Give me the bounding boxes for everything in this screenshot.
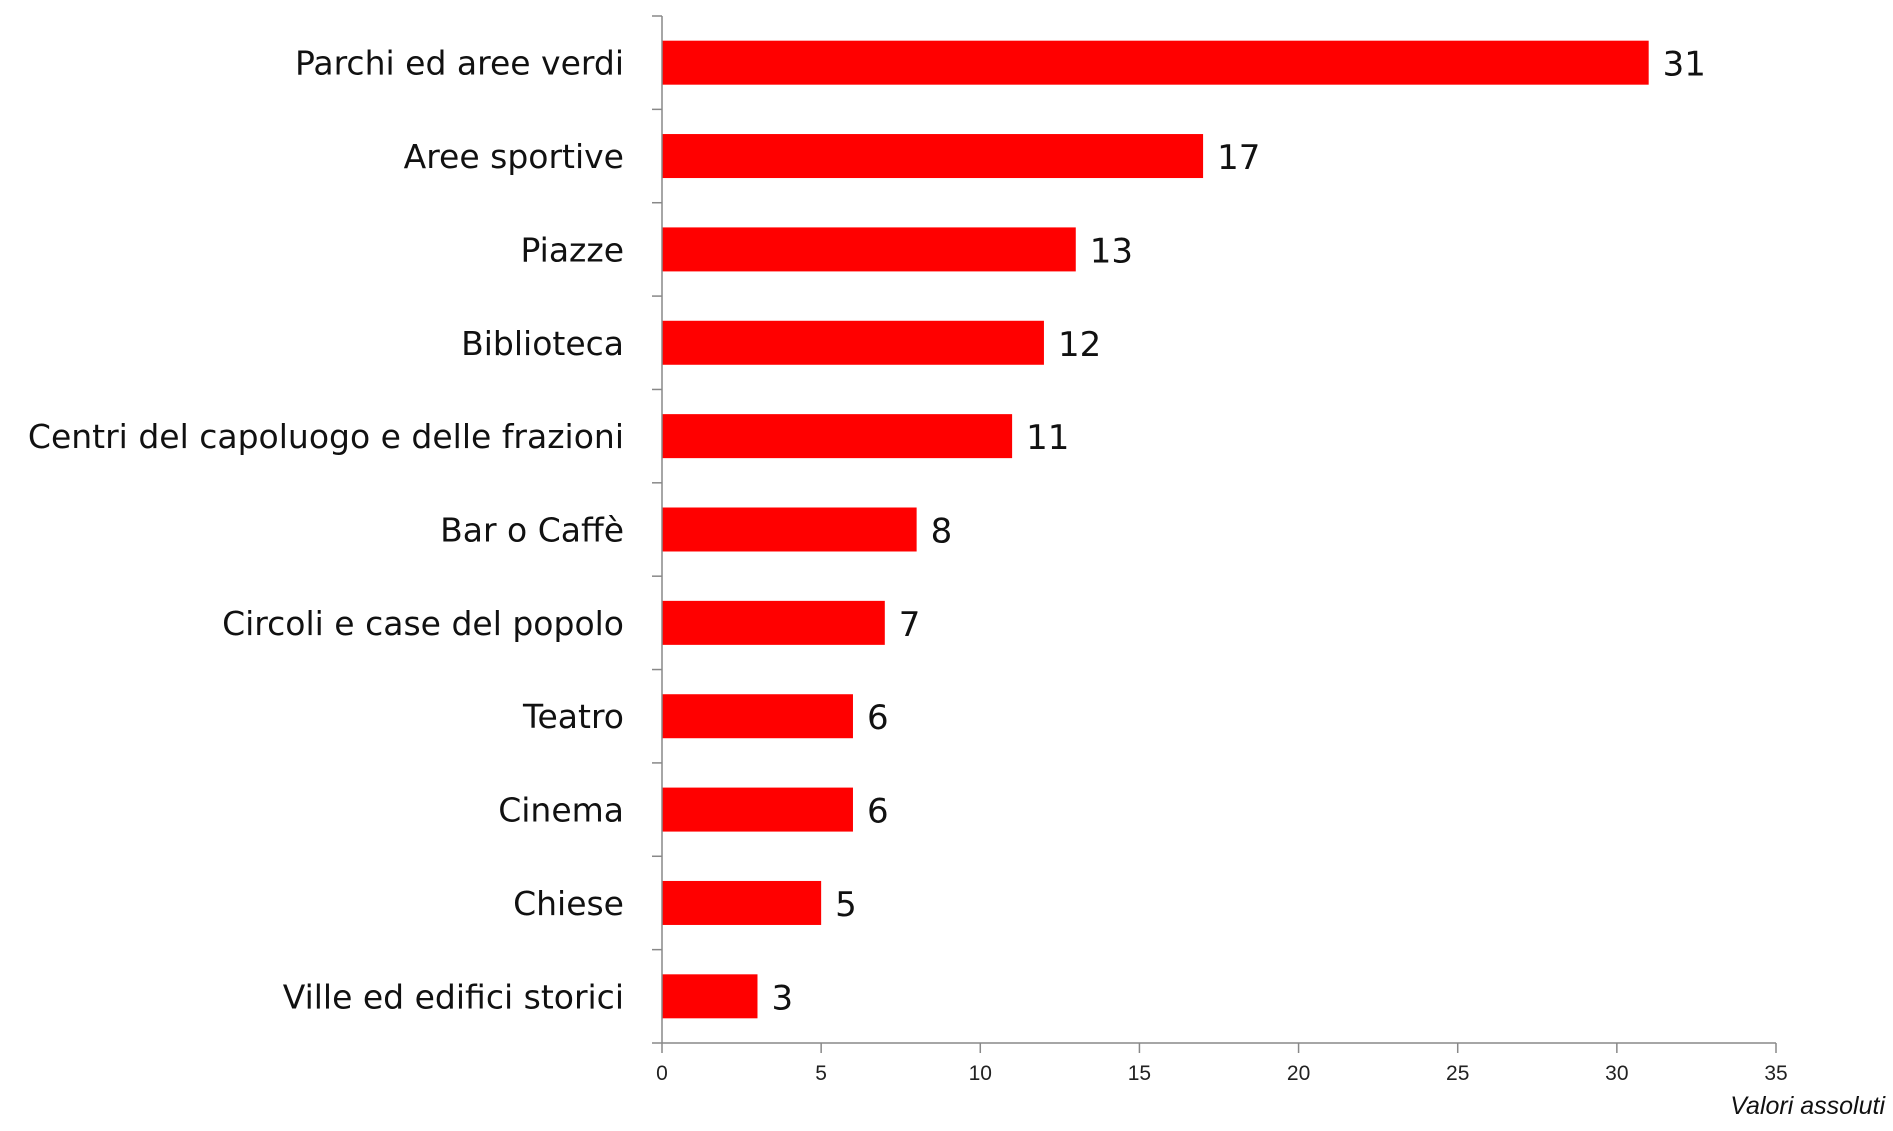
- data-label: 6: [867, 698, 889, 738]
- data-label: 7: [899, 605, 921, 645]
- category-label: Piazze: [520, 230, 624, 269]
- x-tick-label: 35: [1764, 1062, 1787, 1085]
- labels-layer: Parchi ed aree verdi 31 Aree sportive 17 Pia…: [28, 44, 1706, 1019]
- category-label: Centri del capoluogo e delle frazioni: [28, 417, 624, 456]
- x-tick-label: 5: [815, 1062, 827, 1085]
- bar: [662, 880, 822, 925]
- data-label: 3: [771, 978, 793, 1018]
- data-label: 12: [1058, 325, 1101, 365]
- bar: [662, 974, 758, 1019]
- category-label: Bar o Caffè: [440, 511, 624, 550]
- data-label: 6: [867, 792, 889, 832]
- category-label: Ville ed edifici storici: [283, 977, 624, 1016]
- data-label: 8: [931, 512, 953, 552]
- category-label: Parchi ed aree verdi: [295, 44, 624, 83]
- bar: [662, 134, 1204, 179]
- units-note: Valori assoluti: [1730, 1092, 1885, 1120]
- data-label: 17: [1217, 138, 1260, 178]
- bar: [662, 600, 885, 645]
- bars-layer: [662, 40, 1649, 1019]
- x-tick-label: 30: [1605, 1062, 1628, 1085]
- data-label: 13: [1090, 231, 1133, 271]
- axes-layer: 0 5 10 15 20 25 30 35: [652, 15, 1788, 1085]
- bar: [662, 320, 1044, 365]
- bar: [662, 227, 1076, 272]
- x-tick-label: 0: [656, 1062, 668, 1085]
- data-label: 5: [835, 885, 857, 925]
- bar: [662, 507, 917, 552]
- x-tick-label: 10: [969, 1062, 992, 1085]
- category-label: Biblioteca: [461, 324, 624, 363]
- category-label: Teatro: [522, 697, 624, 736]
- bar: [662, 694, 853, 739]
- bar: [662, 414, 1013, 459]
- x-tick-label: 20: [1287, 1062, 1310, 1085]
- bar: [662, 787, 853, 832]
- category-label: Circoli e case del popolo: [222, 604, 624, 643]
- data-label: 11: [1026, 418, 1069, 458]
- x-tick-label: 15: [1128, 1062, 1151, 1085]
- category-label: Aree sportive: [404, 137, 624, 176]
- category-label: Cinema: [498, 791, 624, 830]
- category-label: Chiese: [513, 884, 624, 923]
- data-label: 31: [1663, 45, 1706, 85]
- bar: [662, 40, 1649, 85]
- x-tick-label: 25: [1446, 1062, 1469, 1085]
